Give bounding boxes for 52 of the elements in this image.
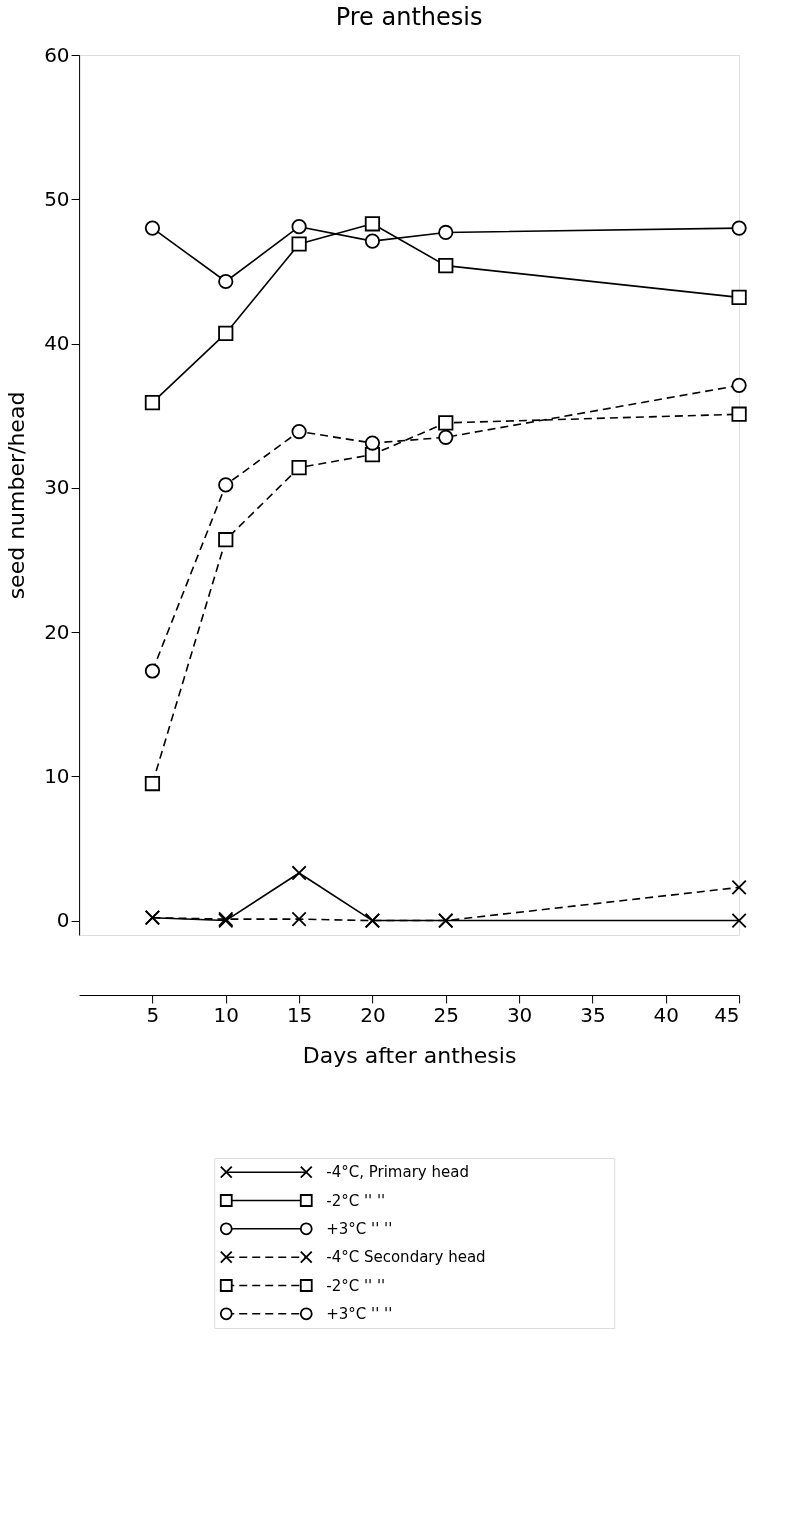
- point: [364, 435, 381, 451]
- y-tick-label: 40: [44, 331, 70, 356]
- point: [438, 224, 454, 241]
- point: [291, 865, 307, 881]
- point: [438, 429, 454, 445]
- point: [144, 395, 161, 411]
- y-tick-label: 50: [44, 186, 70, 211]
- point: [364, 233, 381, 249]
- y-tick-label: 0: [56, 908, 70, 933]
- point: [438, 415, 454, 431]
- x-tick-label: 25: [433, 1002, 459, 1027]
- legend-label: +3°C '' '': [326, 1304, 393, 1323]
- point: [144, 775, 161, 792]
- legend-label: -2°C '' '': [326, 1191, 386, 1210]
- chart-title: Pre anthesis: [335, 3, 483, 31]
- point: [731, 406, 747, 422]
- point: [731, 879, 747, 895]
- x-tick-label: 20: [360, 1002, 386, 1027]
- point: [218, 477, 234, 493]
- x-axis-title: Days after anthesis: [302, 1042, 517, 1068]
- point: [218, 273, 234, 290]
- point: [731, 220, 747, 236]
- legend-label: -4°C, Primary head: [326, 1163, 469, 1182]
- y-axis-title: seed number/head: [4, 391, 30, 600]
- y-tick-label: 20: [44, 619, 70, 644]
- point: [218, 532, 234, 548]
- point: [731, 377, 747, 393]
- x-tick-label: 5: [146, 1002, 160, 1027]
- legend-label: +3°C '' '': [326, 1219, 393, 1238]
- point: [438, 258, 454, 274]
- point: [364, 216, 381, 232]
- point: [731, 289, 747, 305]
- x-tick-label: 15: [286, 1002, 313, 1027]
- point: [291, 236, 307, 252]
- legend-label: -4°C Secondary head: [326, 1248, 486, 1267]
- y-tick-label: 10: [44, 763, 70, 788]
- point: [731, 912, 747, 929]
- y-tick-label: 30: [44, 475, 70, 500]
- x-tick-label: 35: [580, 1002, 606, 1027]
- point: [144, 220, 161, 236]
- legend-label: -2°C '' '': [326, 1276, 386, 1295]
- point: [291, 459, 307, 476]
- point: [218, 325, 234, 342]
- point: [291, 219, 307, 235]
- point: [144, 663, 161, 679]
- x-tick-label: 10: [213, 1002, 239, 1027]
- x-tick-label: 40: [653, 1002, 679, 1027]
- point: [291, 423, 307, 440]
- point: [291, 911, 307, 927]
- x-tick-label: 30: [506, 1002, 533, 1027]
- y-tick-label: 60: [44, 42, 70, 67]
- x-tick-label: 45: [714, 1002, 740, 1027]
